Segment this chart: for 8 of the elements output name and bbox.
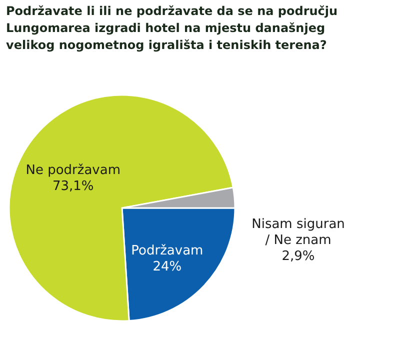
pie-slice	[8, 94, 234, 322]
data-label: 73,1%	[52, 178, 94, 194]
data-label: 24%	[152, 259, 182, 274]
slice-label: Podržavam	[131, 243, 204, 258]
slice-label: Ne podržavam	[26, 162, 121, 178]
data-label: 2,9%	[282, 249, 315, 264]
chart-title: Podržavate li ili ne podržavate da se na području Lungomarea izgradi hotel na mjestu današnjeg velikog nogometnog igrališta i teniskih terena?	[6, 4, 338, 52]
slice-label: Nisam siguran / Ne znam	[252, 217, 345, 248]
